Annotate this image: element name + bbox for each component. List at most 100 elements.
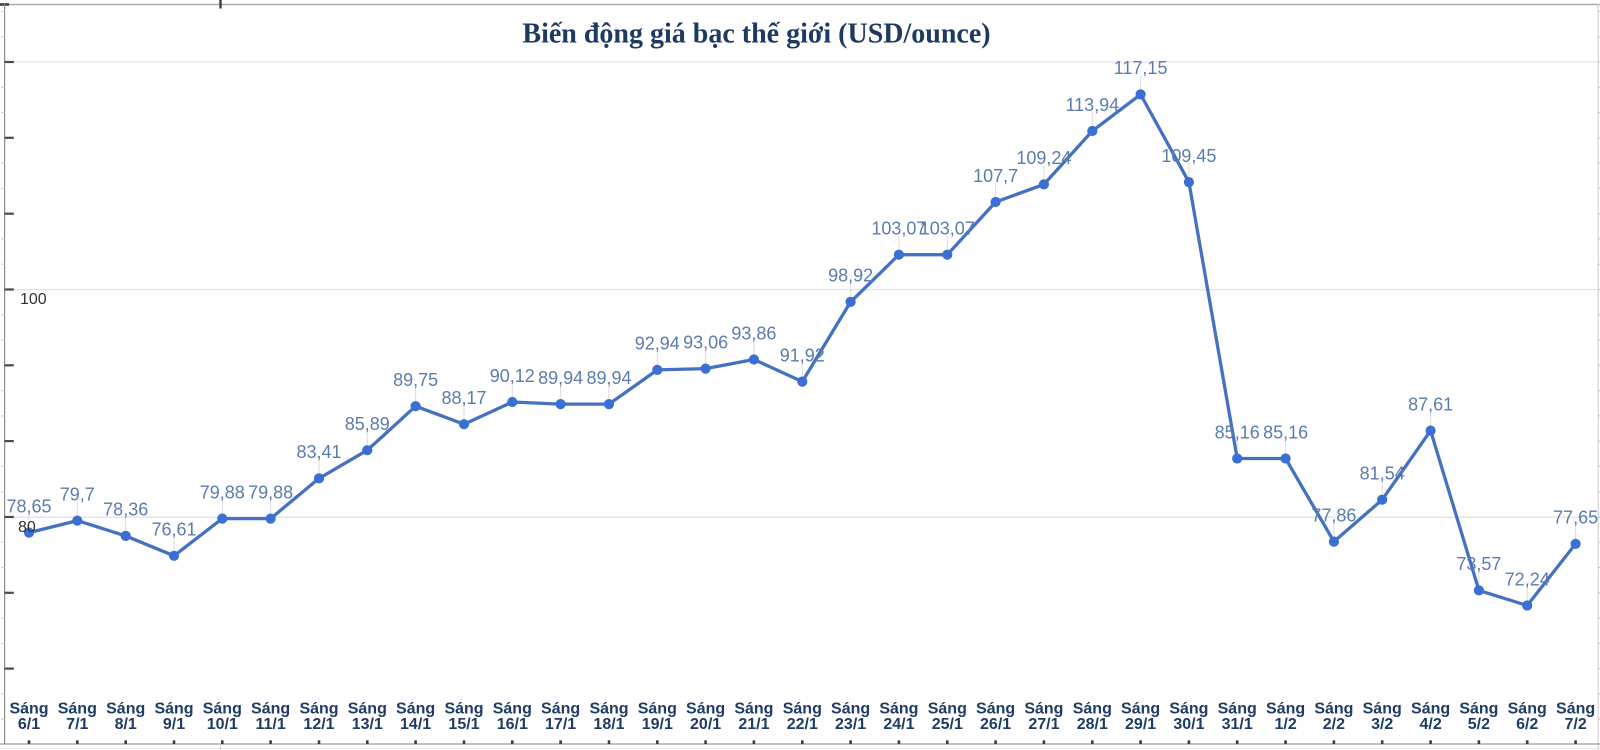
svg-text:Sáng: Sáng — [106, 701, 145, 718]
svg-text:Sáng: Sáng — [831, 701, 870, 718]
svg-text:98,92: 98,92 — [828, 266, 873, 286]
svg-text:7/2: 7/2 — [1564, 716, 1586, 733]
svg-text:103,07: 103,07 — [920, 219, 975, 239]
svg-text:Sáng: Sáng — [1169, 701, 1208, 718]
svg-text:76,61: 76,61 — [151, 520, 196, 540]
svg-text:Sáng: Sáng — [396, 701, 435, 718]
svg-text:Sáng: Sáng — [1024, 701, 1063, 718]
svg-text:Sáng: Sáng — [1073, 701, 1112, 718]
svg-text:Sáng: Sáng — [154, 701, 193, 718]
svg-text:24/1: 24/1 — [883, 716, 914, 733]
svg-text:9/1: 9/1 — [163, 716, 185, 733]
svg-text:77,86: 77,86 — [1311, 505, 1356, 525]
svg-text:89,75: 89,75 — [393, 370, 438, 390]
svg-text:28/1: 28/1 — [1077, 716, 1108, 733]
svg-text:20/1: 20/1 — [690, 716, 721, 733]
svg-text:13/1: 13/1 — [352, 716, 383, 733]
svg-text:Sáng: Sáng — [928, 701, 967, 718]
svg-text:Sáng: Sáng — [1121, 701, 1160, 718]
svg-text:Sáng: Sáng — [783, 701, 822, 718]
svg-text:30/1: 30/1 — [1173, 716, 1204, 733]
svg-text:Sáng: Sáng — [444, 701, 483, 718]
svg-text:77,65: 77,65 — [1553, 508, 1598, 528]
svg-text:6/1: 6/1 — [18, 716, 40, 733]
svg-text:88,17: 88,17 — [441, 388, 486, 408]
svg-text:10/1: 10/1 — [207, 716, 238, 733]
svg-text:11/1: 11/1 — [255, 716, 285, 733]
svg-text:5/2: 5/2 — [1468, 716, 1490, 733]
svg-text:Sáng: Sáng — [541, 701, 580, 718]
svg-text:107,7: 107,7 — [973, 166, 1018, 186]
svg-text:25/1: 25/1 — [932, 716, 963, 733]
svg-text:2/2: 2/2 — [1323, 716, 1345, 733]
svg-text:Sáng: Sáng — [1459, 701, 1498, 718]
svg-text:79,88: 79,88 — [200, 482, 245, 502]
svg-text:Sáng: Sáng — [879, 701, 918, 718]
svg-text:72,24: 72,24 — [1505, 569, 1550, 589]
svg-text:17/1: 17/1 — [545, 716, 576, 733]
svg-text:89,94: 89,94 — [538, 368, 583, 388]
svg-text:19/1: 19/1 — [642, 716, 673, 733]
svg-text:85,89: 85,89 — [345, 414, 390, 434]
svg-text:7/1: 7/1 — [66, 716, 88, 733]
svg-text:Sáng: Sáng — [299, 701, 338, 718]
svg-text:73,57: 73,57 — [1456, 554, 1501, 574]
svg-text:Sáng: Sáng — [348, 701, 387, 718]
svg-text:22/1: 22/1 — [787, 716, 818, 733]
svg-text:Biến động giá bạc thế giới (US: Biến động giá bạc thế giới (USD/ounce) — [522, 19, 990, 50]
svg-text:Sáng: Sáng — [9, 701, 48, 718]
svg-text:93,06: 93,06 — [683, 332, 728, 352]
svg-text:Sáng: Sáng — [1266, 701, 1305, 718]
svg-text:81,54: 81,54 — [1360, 464, 1405, 484]
svg-text:113,94: 113,94 — [1065, 95, 1119, 115]
svg-text:12/1: 12/1 — [303, 716, 334, 733]
svg-text:78,36: 78,36 — [103, 500, 148, 520]
svg-text:Sáng: Sáng — [589, 701, 628, 718]
svg-text:80: 80 — [18, 519, 36, 536]
svg-text:Sáng: Sáng — [734, 701, 773, 718]
svg-text:27/1: 27/1 — [1028, 716, 1059, 733]
svg-text:90,12: 90,12 — [490, 366, 535, 386]
svg-text:26/1: 26/1 — [980, 716, 1011, 733]
svg-text:Sáng: Sáng — [493, 701, 532, 718]
svg-text:Sáng: Sáng — [1411, 701, 1450, 718]
svg-text:109,24: 109,24 — [1016, 148, 1071, 168]
svg-text:Sáng: Sáng — [686, 701, 725, 718]
svg-text:Sáng: Sáng — [638, 701, 677, 718]
svg-text:6/2: 6/2 — [1516, 716, 1538, 733]
svg-text:83,41: 83,41 — [296, 442, 341, 462]
svg-text:8/1: 8/1 — [115, 716, 137, 733]
svg-text:16/1: 16/1 — [497, 716, 528, 733]
svg-text:31/1: 31/1 — [1222, 716, 1253, 733]
svg-text:Sáng: Sáng — [1363, 701, 1402, 718]
svg-text:109,45: 109,45 — [1161, 146, 1216, 166]
svg-text:79,88: 79,88 — [248, 482, 293, 502]
svg-text:Sáng: Sáng — [1556, 701, 1595, 718]
svg-text:3/2: 3/2 — [1371, 716, 1393, 733]
svg-text:103,07: 103,07 — [871, 219, 926, 239]
svg-text:Sáng: Sáng — [1218, 701, 1257, 718]
svg-text:91,92: 91,92 — [780, 345, 825, 365]
svg-text:93,86: 93,86 — [731, 323, 776, 343]
svg-text:15/1: 15/1 — [448, 716, 479, 733]
svg-text:Sáng: Sáng — [58, 701, 97, 718]
svg-text:1/2: 1/2 — [1274, 716, 1296, 733]
svg-text:85,16: 85,16 — [1263, 422, 1308, 442]
svg-text:85,16: 85,16 — [1215, 422, 1260, 442]
svg-text:Sáng: Sáng — [1508, 701, 1547, 718]
svg-text:100: 100 — [20, 291, 47, 308]
svg-text:Sáng: Sáng — [203, 701, 242, 718]
svg-text:Sáng: Sáng — [976, 701, 1015, 718]
svg-text:79,7: 79,7 — [60, 484, 95, 504]
svg-text:Sáng: Sáng — [1314, 701, 1353, 718]
svg-text:87,61: 87,61 — [1408, 394, 1453, 414]
svg-text:23/1: 23/1 — [835, 716, 866, 733]
svg-text:Sáng: Sáng — [251, 701, 290, 718]
svg-text:29/1: 29/1 — [1125, 716, 1156, 733]
svg-text:89,94: 89,94 — [586, 368, 631, 388]
svg-text:117,15: 117,15 — [1114, 58, 1168, 78]
svg-text:21/1: 21/1 — [738, 716, 769, 733]
svg-text:4/2: 4/2 — [1419, 716, 1441, 733]
svg-text:92,94: 92,94 — [635, 334, 680, 354]
svg-text:18/1: 18/1 — [593, 716, 624, 733]
